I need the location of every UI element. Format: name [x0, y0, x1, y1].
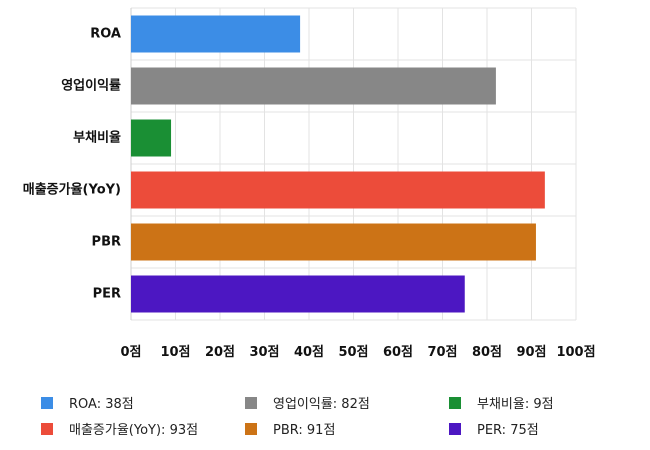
bar-5[interactable] [131, 275, 465, 313]
x-tick-label-8: 80점 [472, 345, 502, 360]
x-tick-label-4: 40점 [294, 345, 324, 360]
grid-lines [130, 7, 577, 321]
bar-3[interactable] [131, 171, 545, 209]
x-tick-label-0: 0점 [120, 345, 141, 360]
category-label-2: 부채비율 [73, 130, 121, 146]
category-label-0: ROA [90, 27, 121, 42]
x-tick-label-3: 30점 [249, 345, 279, 360]
x-tick-label-6: 60점 [383, 345, 413, 360]
x-tick-label-7: 70점 [427, 345, 457, 360]
bar-1[interactable] [131, 67, 496, 105]
x-tick-label-1: 10점 [160, 345, 190, 360]
category-label-1: 영업이익률 [61, 78, 121, 94]
category-label-3: 매출증가율(YoY) [23, 182, 121, 198]
bar-4[interactable] [131, 223, 536, 261]
category-label-4: PBR [92, 235, 121, 250]
bar-2[interactable] [131, 119, 172, 157]
x-tick-label-5: 50점 [338, 345, 368, 360]
x-tick-label-10: 100점 [556, 345, 595, 360]
x-tick-labels: 0점 10점 20점 30점 40점 50점 60점 70점 80점 90점 100점 [120, 345, 595, 360]
category-label-5: PER [93, 287, 121, 302]
x-tick-label-2: 20점 [205, 345, 235, 360]
bar-0[interactable] [131, 15, 301, 53]
x-tick-label-9: 90점 [516, 345, 546, 360]
bars [131, 15, 545, 313]
